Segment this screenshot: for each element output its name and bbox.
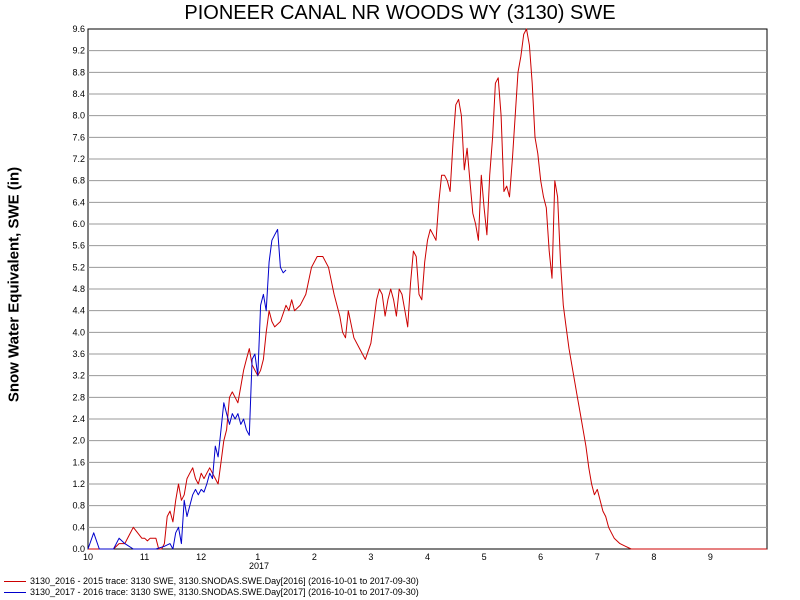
series-line-1 (87, 228, 287, 550)
y-tick-label: 8.0 (72, 111, 85, 121)
y-tick-label: 6.0 (72, 219, 85, 229)
y-tick-label: 4.4 (72, 306, 85, 316)
y-tick-label: 3.6 (72, 349, 85, 359)
x-tick-label: 11 (140, 552, 149, 562)
x-tick-label: 5 (482, 552, 487, 562)
y-tick-label: 7.2 (72, 154, 85, 164)
legend-swatch-2016 (4, 581, 26, 583)
x-tick-labels: 10 11 12 1 2 3 4 5 6 7 8 9 (83, 552, 713, 562)
y-tick-label: 1.6 (72, 457, 85, 467)
y-tick-label: 0.8 (72, 501, 85, 511)
legend-label-2016: 3130_2016 - 2015 trace: 3130 SWE, 3130.S… (30, 576, 419, 586)
y-tick-label: 0.4 (72, 522, 85, 532)
y-tick-label: 8.4 (72, 89, 85, 99)
y-tick-label: 7.6 (72, 132, 85, 142)
legend-entry-2017: 3130_2017 - 2016 trace: 3130 SWE, 3130.S… (4, 587, 419, 597)
series-line-0 (88, 28, 767, 550)
x-tick-label: 9 (708, 552, 713, 562)
y-tick-label: 4.0 (72, 327, 85, 337)
grid-layer (88, 50, 767, 528)
x-tick-label: 7 (595, 552, 600, 562)
y-tick-label: 9.2 (72, 46, 85, 56)
y-tick-labels: 0.0 0.4 0.8 1.2 1.6 2.0 2.4 2.8 3.2 3.6 4.0 4.4 4.8 5… (72, 24, 85, 554)
x-tick-label: 12 (196, 552, 206, 562)
x-year-label: 2017 (249, 561, 269, 571)
x-tick-label: 10 (83, 552, 93, 562)
series-layer (87, 28, 767, 550)
chart-title: PIONEER CANAL NR WOODS WY (3130) SWE (184, 2, 616, 24)
y-tick-label: 2.4 (72, 414, 85, 424)
y-tick-label: 5.6 (72, 241, 85, 251)
y-tick-label: 5.2 (72, 262, 85, 272)
legend-swatch-2017 (4, 592, 26, 594)
y-tick-label: 0.0 (72, 544, 85, 554)
x-tick-label: 6 (538, 552, 543, 562)
y-tick-label: 6.8 (72, 176, 85, 186)
y-tick-label: 8.8 (72, 67, 85, 77)
y-tick-label: 1.2 (72, 479, 85, 489)
y-tick-label: 2.0 (72, 436, 85, 446)
legend-entry-2016: 3130_2016 - 2015 trace: 3130 SWE, 3130.S… (4, 576, 419, 586)
x-tick-label: 1 (255, 552, 260, 562)
x-tick-label: 4 (425, 552, 430, 562)
x-tick-label: 3 (368, 552, 373, 562)
legend-label-2017: 3130_2017 - 2016 trace: 3130 SWE, 3130.S… (30, 587, 419, 597)
y-tick-label: 2.8 (72, 392, 85, 402)
y-tick-label: 9.6 (72, 24, 85, 34)
y-tick-label: 3.2 (72, 371, 85, 381)
y-tick-label: 6.4 (72, 197, 85, 207)
x-tick-label: 8 (651, 552, 656, 562)
x-tick-label: 2 (312, 552, 317, 562)
y-tick-label: 4.8 (72, 284, 85, 294)
